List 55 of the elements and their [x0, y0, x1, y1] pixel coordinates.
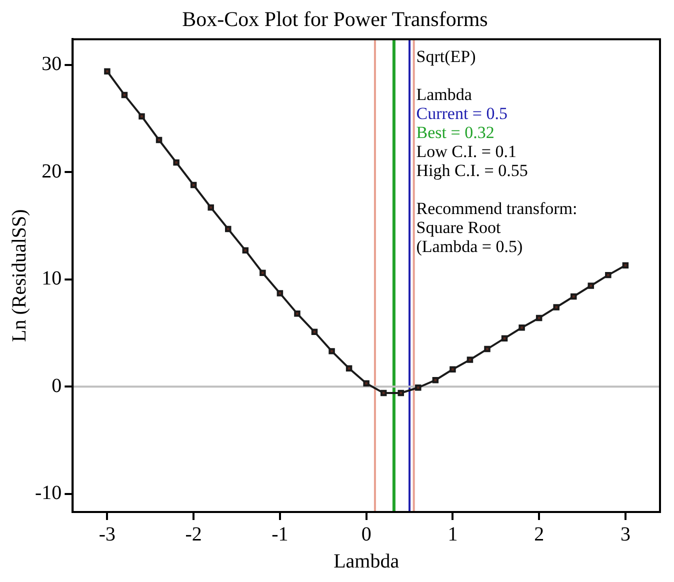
point: [104, 68, 110, 74]
annotation: Lambda: [416, 85, 472, 104]
point: [415, 384, 422, 391]
point: [242, 247, 249, 254]
point: [536, 314, 542, 322]
point: [605, 272, 612, 278]
point: [363, 380, 370, 386]
point: [553, 304, 560, 310]
point: [432, 377, 439, 384]
point: [294, 310, 300, 317]
point: [398, 390, 404, 396]
point: [588, 282, 594, 289]
point: [466, 356, 474, 363]
x-tick-label: -3: [98, 523, 116, 546]
point: [190, 182, 197, 188]
x-tick-label: 2: [534, 523, 544, 546]
point: [173, 159, 180, 166]
point: [346, 365, 352, 372]
y-tick-label: 10: [42, 268, 62, 290]
point: [225, 226, 232, 232]
point: [208, 204, 214, 211]
annotation: Sqrt(EP): [416, 47, 476, 66]
point: [260, 270, 266, 276]
x-tick-label: 0: [361, 523, 372, 546]
y-tick-label: 0: [52, 374, 62, 397]
annotation: (Lambda = 0.5): [416, 237, 523, 256]
x-tick-label: -2: [185, 523, 202, 546]
annotation: Best = 0.32: [416, 123, 494, 142]
y-tick-label: -10: [34, 482, 62, 504]
point: [276, 290, 284, 296]
annotation: Current = 0.5: [416, 104, 508, 124]
y-tick-label: 30: [42, 53, 62, 76]
annotation: Low C.I. = 0.1: [416, 142, 517, 162]
x-tick-label: -1: [272, 523, 288, 546]
y-tick-label: 20: [42, 160, 62, 182]
annotation: Recommend transform:: [416, 199, 578, 218]
point: [570, 293, 577, 300]
annotation: Square Root: [416, 218, 502, 238]
point: [156, 136, 162, 144]
point: [121, 92, 128, 98]
point: [380, 390, 387, 396]
point: [311, 328, 318, 336]
point: [622, 262, 629, 269]
chart-title: Box-Cox Plot for Power Transforms: [182, 7, 488, 32]
y-axis-title: Ln (ResidualSS): [8, 209, 30, 342]
point: [501, 335, 508, 342]
point: [518, 324, 525, 331]
x-tick-label: 3: [620, 523, 630, 546]
point: [450, 366, 456, 373]
point: [328, 348, 335, 354]
x-tick-label: 1: [448, 523, 458, 546]
x-axis-title: Lambda: [334, 550, 400, 572]
point: [484, 346, 490, 352]
point: [138, 113, 145, 120]
annotation: High C.I. = 0.55: [416, 161, 528, 180]
